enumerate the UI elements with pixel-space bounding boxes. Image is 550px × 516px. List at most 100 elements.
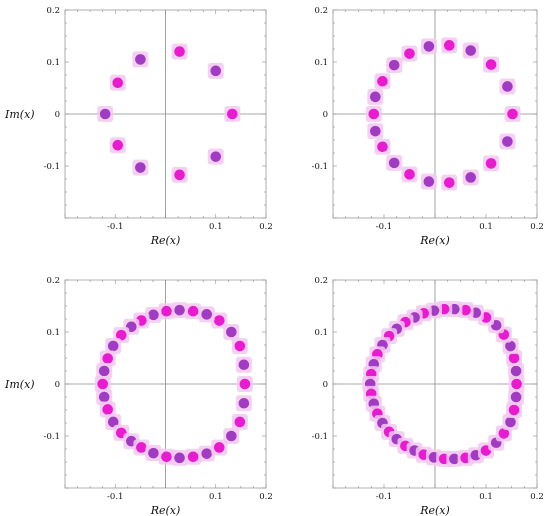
data-point (460, 304, 471, 316)
data-point (102, 404, 114, 415)
data-point (465, 45, 477, 56)
data-point (148, 447, 159, 459)
y-tick-label: -0.1 (312, 162, 328, 172)
data-point (510, 365, 522, 377)
y-tick-label: 0.2 (46, 6, 60, 16)
data-point (161, 305, 172, 317)
x-tick-label: 0.2 (259, 492, 273, 502)
data-point (404, 169, 415, 180)
data-point (210, 65, 222, 77)
y-tick-label: 0.1 (46, 328, 60, 338)
x-tick-label: 0.1 (209, 222, 223, 232)
data-point (238, 359, 250, 371)
x-tick-label: -0.1 (107, 492, 123, 502)
data-point (112, 139, 124, 151)
chart-panel-4: -0.1 0.1 0.2 0.2 0.1 0 -0.1 Re(x) (312, 276, 544, 516)
data-point (213, 315, 225, 326)
y-tick-label: 0 (323, 380, 328, 390)
data-point (135, 54, 146, 65)
data-point (370, 125, 381, 137)
data-point (174, 452, 185, 464)
data-point (135, 162, 146, 173)
data-point (148, 309, 159, 321)
data-point (370, 91, 381, 103)
data-point (187, 451, 199, 463)
data-point (234, 340, 246, 352)
data-point (107, 340, 119, 352)
chart-panel-2: -0.1 0.1 0.2 0.2 0.1 0 -0.1 Re(x) (312, 6, 544, 247)
data-point (98, 365, 110, 377)
y-tick-label: 0 (323, 110, 328, 120)
data-point (136, 442, 147, 453)
data-point (508, 352, 520, 364)
y-tick-label: 0.1 (46, 58, 60, 68)
data-point (98, 391, 110, 403)
data-point (174, 304, 185, 316)
data-point (423, 41, 435, 52)
data-point (507, 108, 518, 120)
data-point (102, 353, 114, 364)
x-tick-label: 0.1 (209, 492, 223, 502)
x-tick-label: -0.1 (376, 222, 392, 232)
data-point (107, 416, 119, 428)
y-tick-label: -0.1 (44, 432, 60, 442)
data-point (234, 416, 246, 428)
y-tick-label: 0.2 (314, 6, 328, 16)
data-point (368, 108, 380, 120)
data-point (449, 453, 460, 465)
data-point (174, 169, 185, 181)
x-axis-title: Re(x) (419, 504, 450, 516)
data-point (508, 404, 520, 416)
x-axis-title: Re(x) (419, 234, 450, 247)
chart-panel-3: -0.1 0.1 0.2 0.2 0.1 0 -0.1 Re(x) Im(x) (4, 276, 273, 516)
data-point (226, 430, 237, 442)
data-point (377, 75, 388, 87)
data-point (201, 448, 213, 459)
x-tick-label: 0.2 (259, 222, 273, 232)
data-point (239, 378, 251, 390)
y-tick-label: 0.1 (314, 58, 328, 68)
data-point (404, 48, 415, 59)
x-tick-label: -0.1 (376, 492, 392, 502)
x-tick-label: 0.2 (530, 492, 544, 502)
x-tick-label: 0.1 (479, 492, 493, 502)
y-tick-label: -0.1 (44, 162, 60, 172)
data-point (99, 108, 111, 120)
data-point (388, 59, 400, 71)
data-point (423, 176, 435, 187)
data-point (443, 40, 455, 51)
y-tick-label: 0.2 (314, 276, 328, 286)
data-point (465, 172, 477, 183)
data-point (238, 397, 250, 409)
y-axis-title: Im(x) (4, 108, 35, 121)
data-point (210, 151, 222, 162)
data-point (377, 141, 388, 153)
y-axis-title: Im(x) (4, 378, 35, 391)
data-point (485, 59, 497, 70)
y-tick-label: 0.2 (46, 276, 60, 286)
data-point (498, 428, 510, 439)
data-point (201, 309, 213, 320)
x-tick-label: -0.1 (107, 222, 123, 232)
data-point (443, 177, 455, 188)
data-point (161, 451, 172, 463)
data-point (502, 81, 513, 92)
data-point (505, 340, 516, 352)
x-tick-label: 0.1 (479, 222, 493, 232)
chart-panel-1: -0.1 0.1 0.2 0.2 0.1 0 -0.1 Re(x) Im(x) (4, 6, 273, 247)
data-point (510, 391, 522, 403)
data-point (227, 108, 238, 120)
data-point (502, 136, 513, 147)
data-point (485, 158, 497, 169)
data-point (174, 46, 185, 57)
y-tick-label: 0 (55, 380, 60, 390)
data-point (505, 416, 516, 428)
data-point (112, 77, 124, 89)
data-point (115, 329, 127, 341)
x-tick-label: 0.2 (530, 222, 544, 232)
y-tick-label: -0.1 (312, 432, 328, 442)
data-point (511, 378, 522, 390)
y-tick-label: 0.1 (314, 328, 328, 338)
data-point (388, 157, 400, 169)
